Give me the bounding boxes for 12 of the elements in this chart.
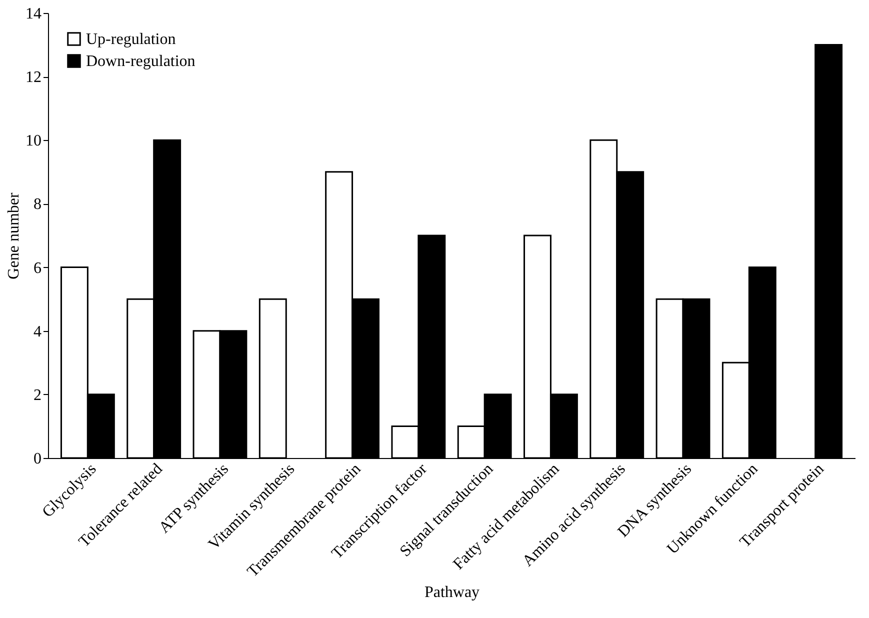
y-tick-label: 0 bbox=[34, 450, 42, 468]
y-tick-label: 14 bbox=[26, 6, 42, 22]
x-axis-title: Pathway bbox=[424, 584, 480, 601]
legend-label: Down-regulation bbox=[86, 53, 196, 70]
y-axis-title: Gene number bbox=[6, 192, 22, 280]
y-tick-label: 8 bbox=[34, 196, 42, 214]
y-tick-label: 2 bbox=[34, 386, 42, 404]
y-tick-label: 10 bbox=[26, 132, 42, 150]
legend-label: Up-regulation bbox=[86, 31, 176, 48]
y-tick-label: 12 bbox=[26, 69, 42, 86]
y-tick-label: 6 bbox=[34, 260, 42, 277]
y-tick-label: 4 bbox=[34, 323, 42, 340]
